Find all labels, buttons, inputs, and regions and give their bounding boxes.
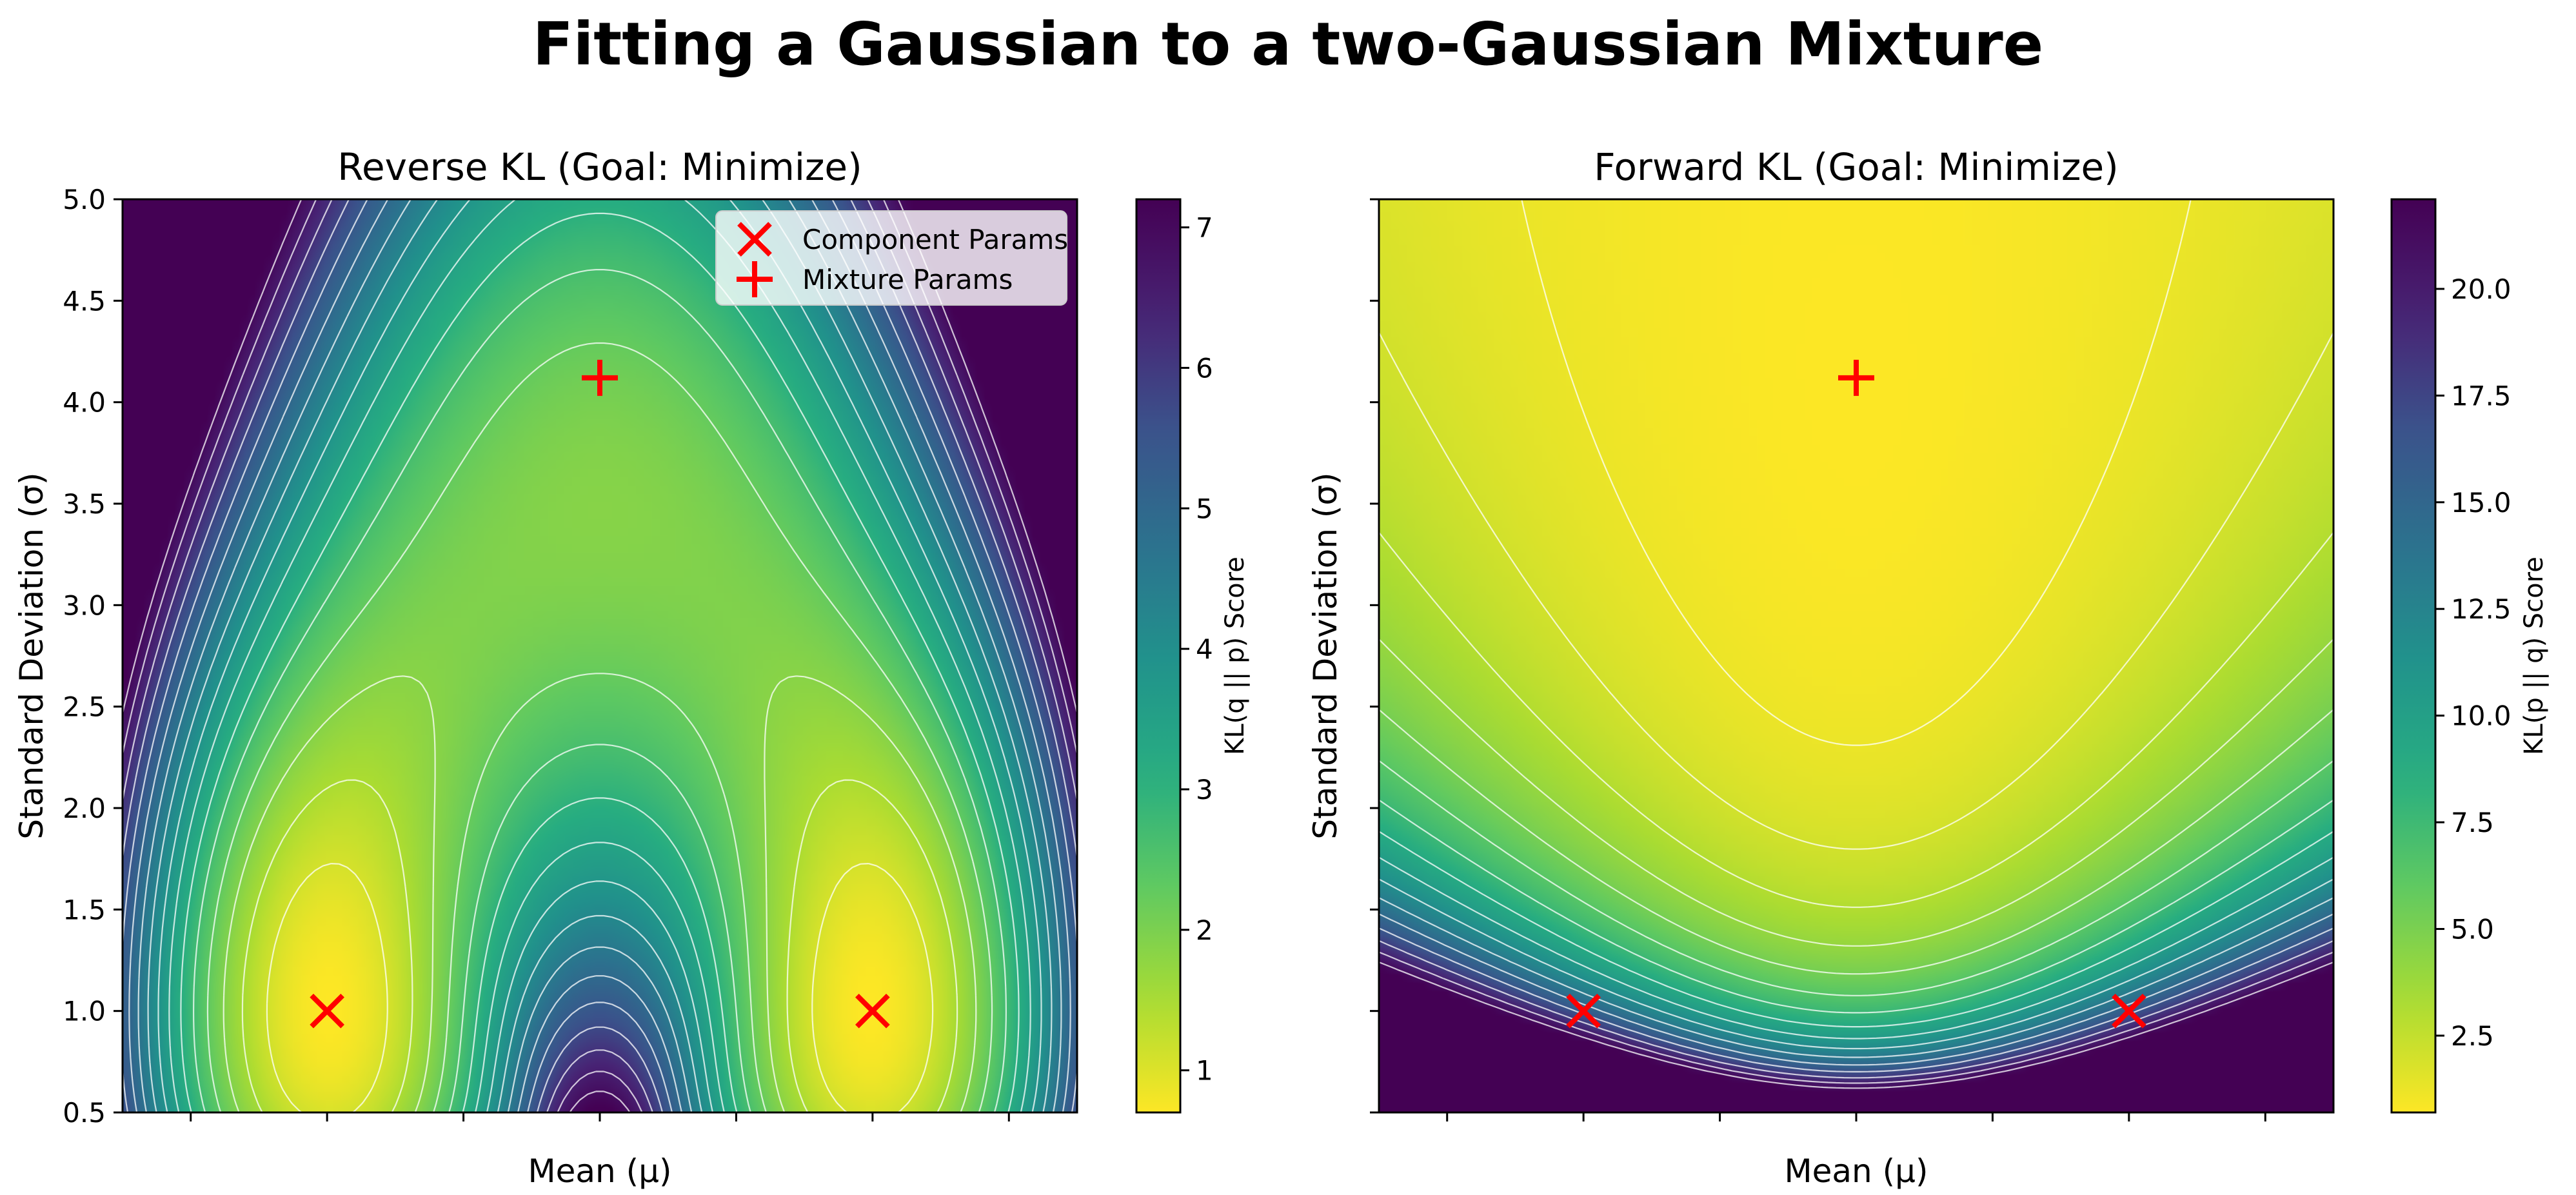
component-params-marker <box>855 993 890 1029</box>
contour-line <box>123 199 1077 1112</box>
contour-line <box>1379 961 2333 1089</box>
contour-line <box>168 199 1031 1112</box>
colorbar-tick-label: 5.0 <box>2451 913 2494 945</box>
y-axis-label: Standard Deviation (σ) <box>13 472 50 839</box>
chart-panel-2: Forward KL (Goal: Minimize) Mean (μ) Stand… <box>1307 145 2549 1190</box>
y-tick-label: 2.5 <box>63 691 106 723</box>
y-axis-label: Standard Deviation (σ) <box>1307 472 1344 839</box>
contour-line <box>1379 709 2333 975</box>
contour-line <box>241 779 958 1112</box>
component-params-marker <box>310 993 344 1029</box>
component-params-marker <box>2112 993 2146 1029</box>
legend-label: Mixture Params <box>802 264 1013 295</box>
colorbar-tick-label: 17.5 <box>2451 380 2512 411</box>
contour-line <box>1379 913 2333 1066</box>
y-tick-label: 0.5 <box>63 1097 106 1129</box>
contour-line <box>206 342 993 1112</box>
y-tick-label: 4.0 <box>63 387 106 419</box>
contour-line <box>1379 831 2333 1028</box>
legend-label: Component Params <box>802 224 1068 255</box>
x-axis-label: Mean (μ) <box>1785 1152 1928 1190</box>
component-params-marker <box>1566 993 1601 1029</box>
contour-line <box>1379 951 2333 1084</box>
contour-line <box>1379 927 2333 1072</box>
panel-title: Reverse KL (Goal: Minimize) <box>337 145 862 189</box>
contour-lines <box>123 199 1077 1112</box>
contour-line <box>1379 897 2333 1058</box>
colorbar-tick-label: 15.0 <box>2451 487 2512 518</box>
panel-title: Forward KL (Goal: Minimize) <box>1594 145 2119 189</box>
y-tick-label: 2.0 <box>63 793 106 824</box>
contour-line <box>1379 531 2333 908</box>
contour-line <box>193 269 1007 1112</box>
colorbar-tick-label: 2 <box>1196 914 1213 946</box>
figure-title: Fitting a Gaussian to a two-Gaussian Mix… <box>533 10 2043 79</box>
y-tick-label: 1.5 <box>63 894 106 925</box>
contour-lines <box>1379 199 2333 1089</box>
x-axis-label: Mean (μ) <box>528 1152 672 1190</box>
colorbar-tick-label: 1 <box>1196 1055 1213 1087</box>
colorbar: 1 2 3 4 5 6 7 KL(q || p) Score <box>1135 198 1250 1114</box>
colorbar-tick-label: 5 <box>1196 493 1213 524</box>
contour-line <box>1379 878 2333 1050</box>
contour-line <box>266 863 934 1112</box>
contour-line <box>1379 856 2333 1040</box>
contour-line <box>1379 638 2333 947</box>
colorbar-label: KL(p || q) Score <box>2519 557 2549 755</box>
contour-line <box>1379 799 2333 1014</box>
contour-line <box>1521 199 2192 746</box>
y-tick-label: 4.5 <box>63 285 106 317</box>
colorbar-tick-label: 6 <box>1196 352 1213 384</box>
contour-line <box>1379 332 2333 850</box>
colorbar: 2.5 5.0 7.5 10.0 12.5 15.0 17.5 20.0 KL(p || q) … <box>2390 198 2549 1114</box>
heatmap-image <box>123 199 1077 1112</box>
colorbar-label: KL(q || p) Score <box>1220 557 1250 755</box>
legend-x-icon <box>737 222 772 257</box>
heatmap-image <box>1379 199 2333 1112</box>
contour-line <box>128 199 1071 1112</box>
legend-plus-icon <box>737 261 773 297</box>
mixture-params-marker <box>1838 359 1874 396</box>
colorbar-tick-label: 10.0 <box>2451 700 2512 732</box>
colorbar-tick-label: 7 <box>1196 212 1213 244</box>
contour-line <box>1379 940 2333 1079</box>
chart-panel-1: 0.5 1.0 1.5 2.0 2.5 3.0 3.5 4.0 4.5 5.0 Reverse KL… <box>13 145 1250 1190</box>
contour-line <box>1379 760 2333 996</box>
colorbar-tick-label: 20.0 <box>2451 273 2512 305</box>
y-tick-label: 1.0 <box>63 996 106 1027</box>
colorbar-tick-label: 2.5 <box>2451 1020 2494 1052</box>
y-tick-label: 5.0 <box>63 184 106 215</box>
legend: Component Params Mixture Params <box>715 210 1068 306</box>
contour-line <box>123 199 1077 1112</box>
mixture-params-marker <box>582 359 618 396</box>
colorbar-tick-label: 4 <box>1196 633 1213 665</box>
contour-line <box>223 675 977 1112</box>
colorbar-tick-label: 7.5 <box>2451 807 2494 838</box>
y-tick-label: 3.5 <box>63 488 106 520</box>
colorbar-tick-label: 12.5 <box>2451 593 2512 625</box>
colorbar-tick-label: 3 <box>1196 774 1213 805</box>
contour-line <box>137 199 1062 1112</box>
y-tick-label: 3.0 <box>63 589 106 621</box>
